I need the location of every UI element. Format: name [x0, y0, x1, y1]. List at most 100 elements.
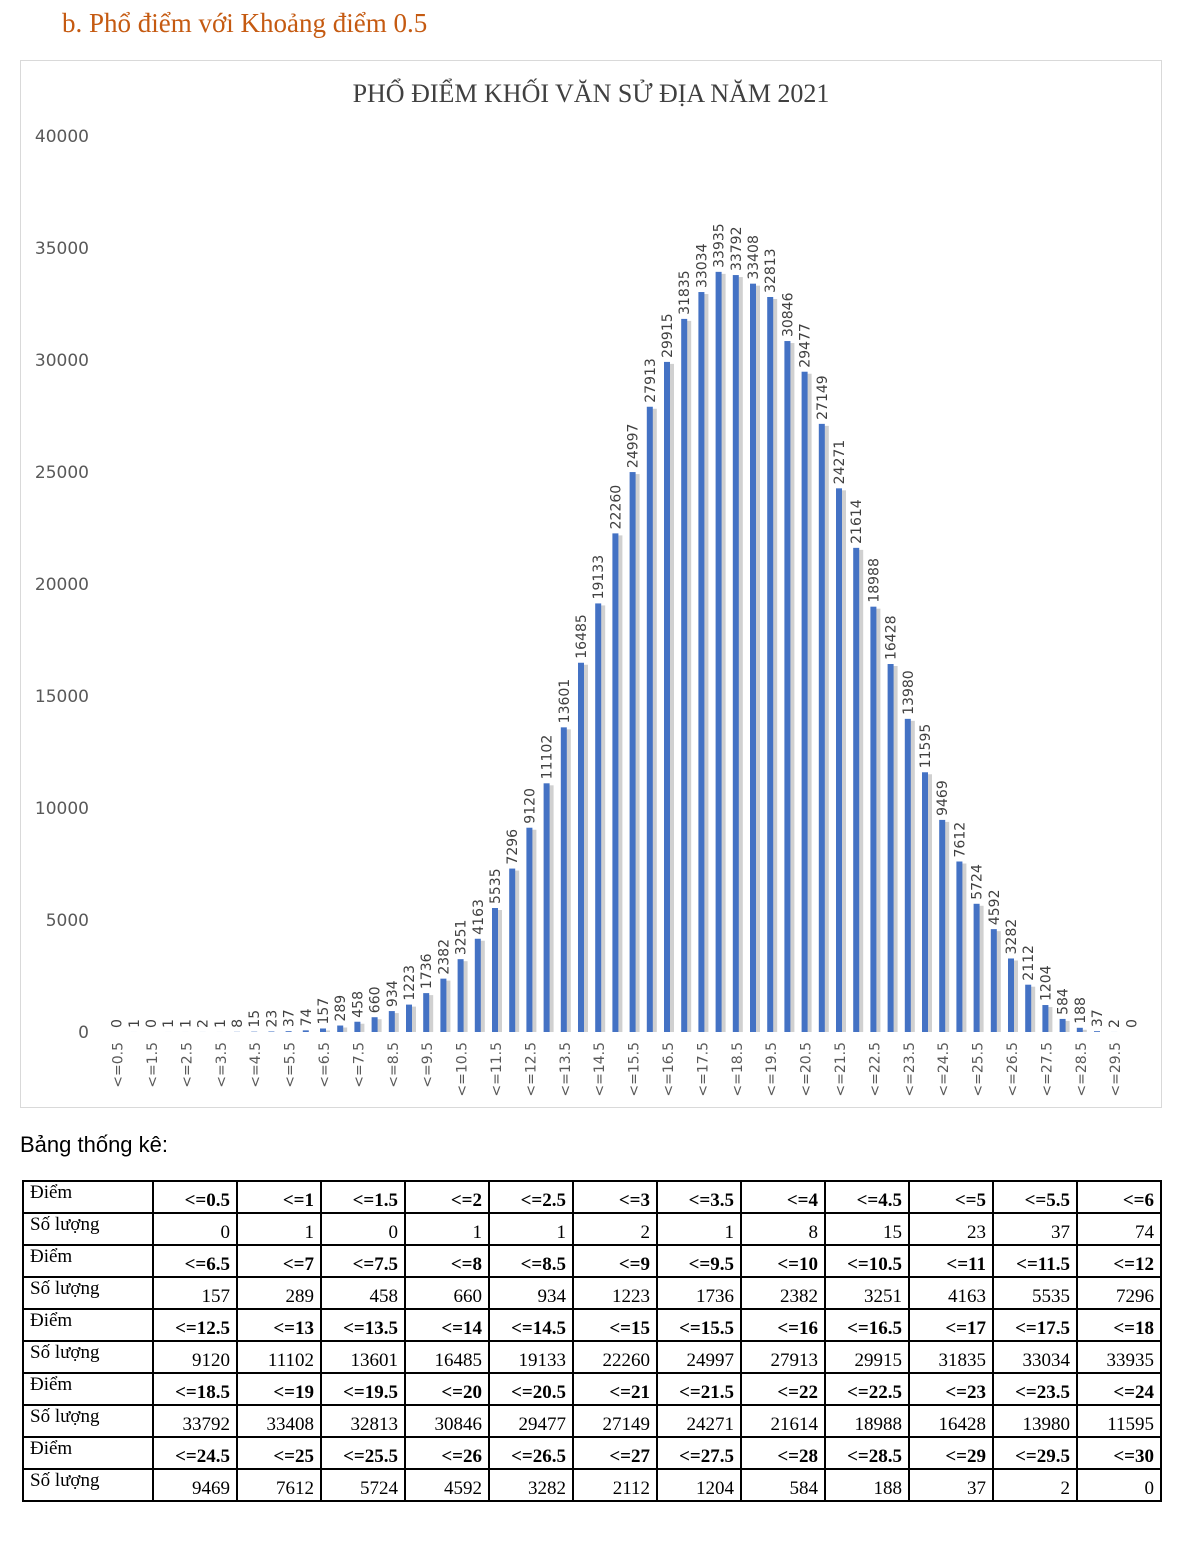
y-tick-label: 10000 — [35, 799, 89, 819]
count-cell: 157 — [152, 1276, 238, 1310]
bar — [440, 978, 447, 1032]
score-cell: <=15.5 — [656, 1308, 742, 1342]
bar — [354, 1021, 361, 1032]
x-tick-label: <=22.5 — [867, 1042, 883, 1097]
bar — [1094, 1031, 1100, 1032]
score-cell: <=10.5 — [824, 1244, 910, 1278]
data-label: 11102 — [540, 735, 556, 780]
bar — [818, 423, 825, 1032]
bar-shadow — [391, 1013, 399, 1032]
data-label: 27149 — [815, 375, 831, 420]
bar-shadow — [615, 535, 623, 1032]
data-label: 0 — [1124, 1019, 1140, 1028]
data-label: 1 — [127, 1019, 143, 1028]
score-cell: <=19 — [236, 1372, 322, 1406]
score-cell: <=12 — [1076, 1244, 1162, 1278]
bar — [320, 1028, 326, 1032]
score-cell: <=27 — [572, 1436, 658, 1470]
bar — [904, 718, 911, 1032]
score-cell: <=26.5 — [488, 1436, 574, 1470]
data-label: 23 — [264, 1010, 280, 1028]
count-cell: 33935 — [1076, 1340, 1162, 1374]
x-tick-label: <=19.5 — [764, 1042, 780, 1097]
data-label: 13601 — [557, 679, 573, 724]
count-cell: 13601 — [320, 1340, 406, 1374]
y-tick-label: 40000 — [35, 127, 89, 147]
data-label: 21614 — [849, 499, 865, 544]
bar — [664, 361, 670, 1032]
count-cell: 3282 — [488, 1468, 574, 1502]
count-cell: 0 — [320, 1212, 406, 1246]
bar-shadow — [787, 343, 795, 1033]
y-tick-label: 35000 — [35, 239, 89, 259]
x-tick-label: <=11.5 — [489, 1042, 505, 1097]
count-cell: 4163 — [908, 1276, 994, 1310]
count-cell: 7612 — [236, 1468, 322, 1502]
row-header-count: Số lượng — [22, 1212, 154, 1246]
score-cell: <=10 — [740, 1244, 826, 1278]
table-row-count: Số lượng 33792 33408 32813 30846 29477 27149 24… — [22, 1404, 1162, 1438]
bar — [474, 938, 481, 1032]
data-label: 188 — [1073, 997, 1089, 1024]
score-cell: <=9 — [572, 1244, 658, 1278]
bar — [423, 993, 430, 1032]
row-header-score: Điểm — [22, 1180, 154, 1214]
x-tick-label: <=12.5 — [523, 1042, 539, 1097]
score-cell: <=8 — [404, 1244, 490, 1278]
bar-shadow — [804, 373, 812, 1032]
bar-shadow — [873, 608, 881, 1032]
count-cell: 188 — [824, 1468, 910, 1502]
score-cell: <=13.5 — [320, 1308, 406, 1342]
x-tick-label: <=5.5 — [283, 1042, 299, 1088]
bar-shadow — [976, 905, 984, 1032]
row-header-count: Số lượng — [22, 1468, 154, 1502]
bar-shadow — [770, 298, 778, 1033]
score-cell: <=30 — [1076, 1436, 1162, 1470]
data-label: 1 — [213, 1019, 229, 1028]
y-tick-label: 15000 — [35, 687, 89, 707]
score-cell: <=24 — [1076, 1372, 1162, 1406]
count-cell: 15 — [824, 1212, 910, 1246]
bar-shadow — [907, 720, 915, 1032]
count-cell: 13980 — [992, 1404, 1078, 1438]
count-cell: 0 — [1076, 1468, 1162, 1502]
bar-shadow — [512, 870, 520, 1032]
table-row-score: Điểm <=24.5 <=25 <=25.5 <=26 <=26.5 <=27 <=27.5… — [22, 1436, 1162, 1470]
row-header-count: Số lượng — [22, 1404, 154, 1438]
bar — [371, 1017, 378, 1032]
x-tick-label: <=2.5 — [179, 1042, 195, 1088]
stats-label: Bảng thống kê: — [20, 1132, 169, 1157]
table-row-score: Điểm <=12.5 <=13 <=13.5 <=14 <=14.5 <=15 <=15.5… — [22, 1308, 1162, 1342]
bar — [285, 1031, 292, 1032]
score-cell: <=16.5 — [824, 1308, 910, 1342]
data-label: 3282 — [1004, 919, 1020, 955]
y-tick-label: 0 — [78, 1023, 89, 1043]
bar-shadow — [477, 940, 485, 1032]
data-label: 3251 — [454, 920, 470, 956]
bar — [388, 1011, 395, 1032]
data-label: 22260 — [608, 485, 624, 530]
score-cell: <=28 — [740, 1436, 826, 1470]
chart-container: PHỔ ĐIỂM KHỐI VĂN SỬ ĐỊA NĂM 2021 0 5000 1… — [20, 60, 1162, 1108]
data-label: 32813 — [763, 248, 779, 293]
x-tick-label: <=15.5 — [627, 1042, 643, 1097]
score-cell: <=23.5 — [992, 1372, 1078, 1406]
bar-shadow — [649, 408, 657, 1033]
bar-shadow — [323, 1030, 330, 1032]
bar-shadow — [1062, 1020, 1070, 1032]
count-cell: 2 — [992, 1468, 1078, 1502]
data-label: 37 — [1090, 1009, 1106, 1027]
bar-shadow — [546, 785, 554, 1032]
count-cell: 29477 — [488, 1404, 574, 1438]
bar — [853, 547, 860, 1032]
bar-shadow — [684, 320, 692, 1032]
count-cell: 31835 — [908, 1340, 994, 1374]
bar — [509, 868, 516, 1032]
score-cell: <=12.5 — [152, 1308, 238, 1342]
bar-shadow — [1079, 1029, 1087, 1032]
count-cell: 1223 — [572, 1276, 658, 1310]
data-label: 30846 — [780, 292, 796, 337]
data-label: 27913 — [643, 358, 659, 403]
bar-shadow — [718, 273, 726, 1032]
bar — [801, 371, 808, 1032]
